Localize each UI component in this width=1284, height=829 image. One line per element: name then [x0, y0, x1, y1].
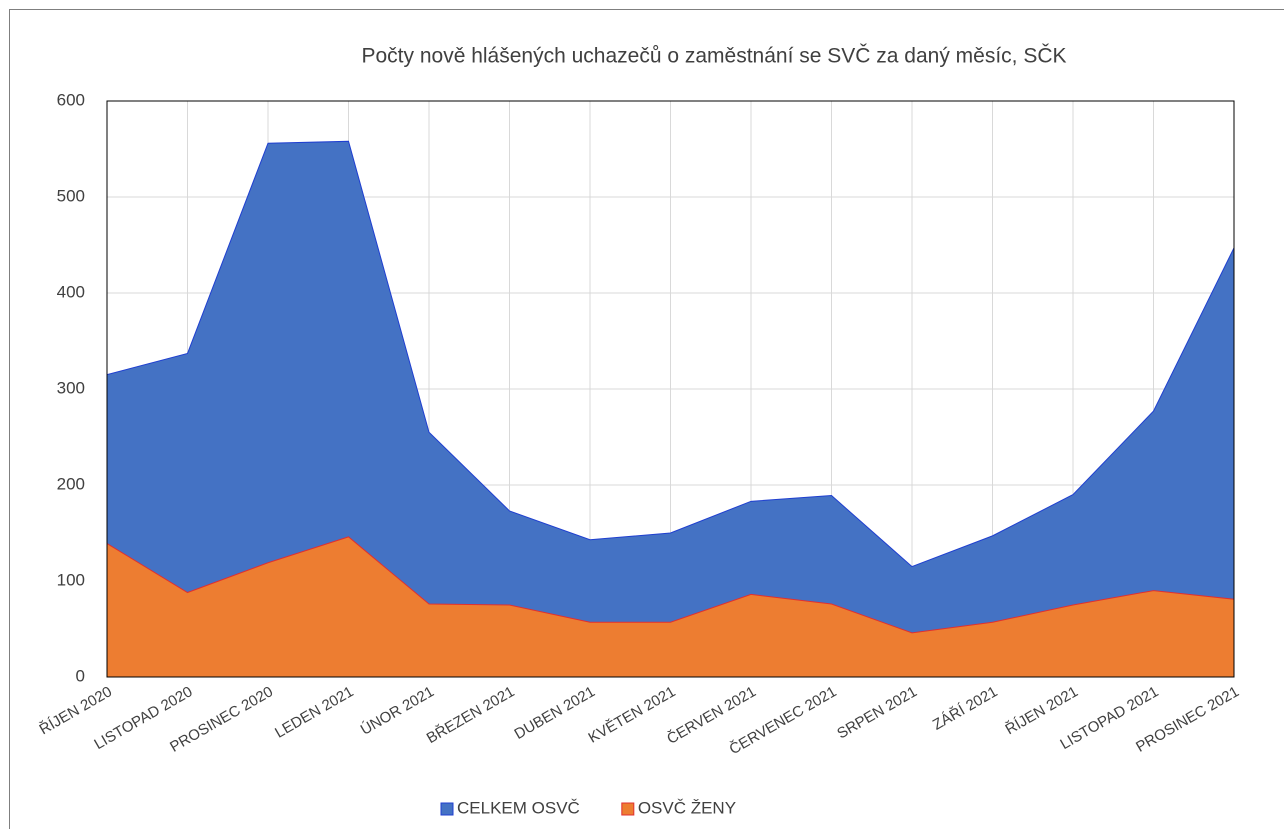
legend-swatch [440, 802, 454, 816]
y-tick-label: 300 [57, 378, 85, 397]
y-tick-label: 0 [76, 666, 85, 685]
y-tick-label: 600 [57, 90, 85, 109]
area [106, 140, 1235, 678]
y-tick-label: 400 [57, 282, 85, 301]
y-tick-label: 500 [57, 186, 85, 205]
legend-swatch [621, 802, 635, 816]
legend-label: OSVČ ŽENY [638, 798, 736, 817]
plot-border [106, 100, 1235, 678]
chart-title: Počty nově hlášených uchazečů o zaměstná… [361, 45, 1066, 68]
y-tick-label: 100 [57, 570, 85, 589]
y-tick-label: 200 [57, 474, 85, 493]
area [106, 536, 1235, 678]
legend-label: CELKEM OSVČ [457, 798, 580, 817]
